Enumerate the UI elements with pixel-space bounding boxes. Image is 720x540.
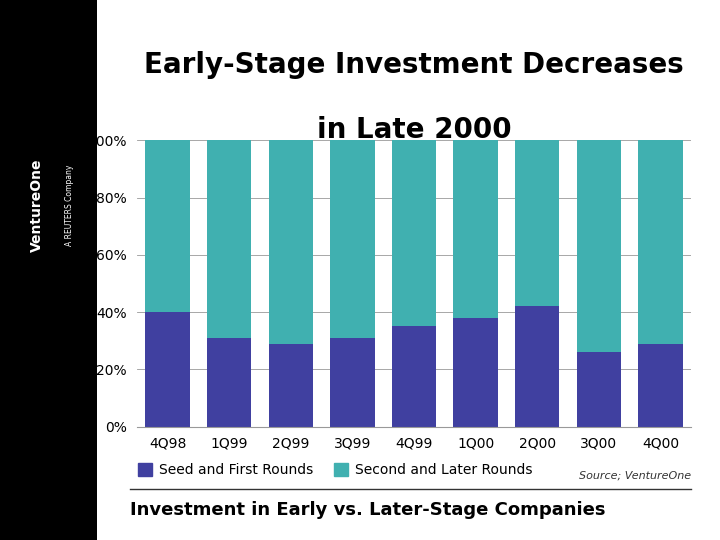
Bar — [330, 140, 374, 338]
Bar — [269, 140, 313, 343]
Bar — [207, 338, 251, 427]
Text: Early-Stage Investment Decreases: Early-Stage Investment Decreases — [144, 51, 684, 79]
Bar — [392, 326, 436, 427]
Text: Investment in Early vs. Later-Stage Companies: Investment in Early vs. Later-Stage Comp… — [130, 501, 605, 519]
Bar — [638, 343, 683, 427]
Bar — [577, 140, 621, 352]
Bar — [515, 140, 559, 306]
Bar — [330, 338, 374, 427]
Text: VentureOne: VentureOne — [30, 158, 44, 252]
Legend: Seed and First Rounds, Second and Later Rounds: Seed and First Rounds, Second and Later … — [132, 457, 538, 483]
Bar — [145, 312, 190, 427]
Bar — [454, 318, 498, 427]
Text: Source; VentureOne: Source; VentureOne — [579, 470, 691, 480]
Bar — [454, 140, 498, 318]
Bar — [577, 352, 621, 427]
Text: in Late 2000: in Late 2000 — [317, 116, 511, 144]
Bar — [638, 140, 683, 343]
Bar — [515, 306, 559, 427]
Bar — [392, 140, 436, 326]
Bar — [269, 343, 313, 427]
Bar — [145, 140, 190, 312]
Bar — [207, 140, 251, 338]
Text: A REUTERS Company: A REUTERS Company — [66, 165, 74, 246]
